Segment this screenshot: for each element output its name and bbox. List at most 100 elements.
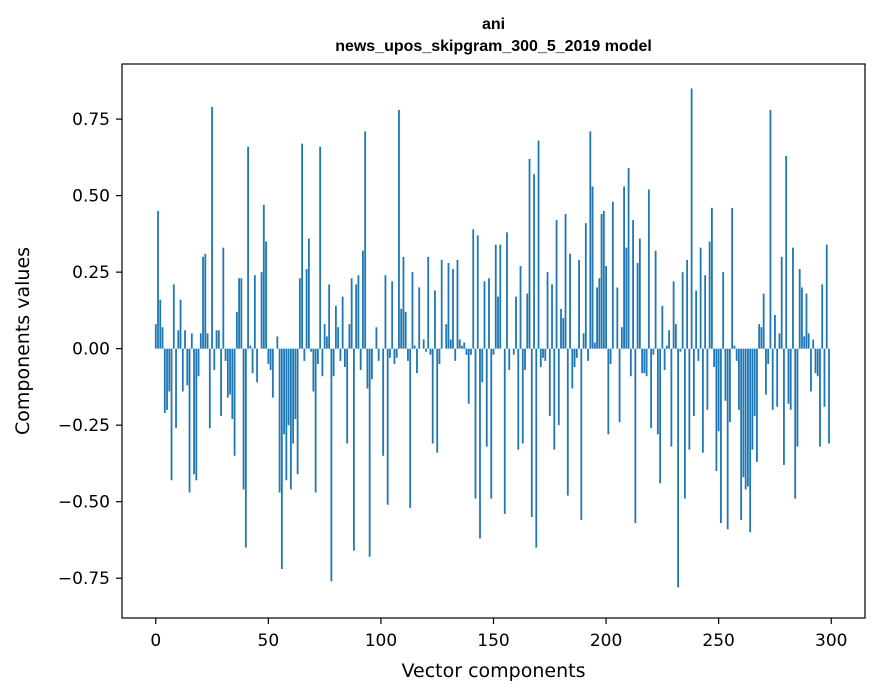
bar-237 — [688, 348, 691, 450]
x-tick-label-2: 100 — [365, 631, 397, 651]
bar-272 — [767, 348, 770, 364]
x-tick-label-3: 150 — [477, 631, 509, 651]
bar-228 — [668, 330, 671, 349]
bar-192 — [587, 348, 589, 361]
bar-110 — [402, 256, 405, 349]
bar-277 — [778, 333, 781, 349]
bar-249 — [715, 348, 718, 472]
bar-189 — [580, 348, 583, 521]
bar-168 — [533, 174, 535, 349]
bar-89 — [355, 284, 358, 349]
y-tick-label-5: 0.50 — [72, 187, 110, 207]
bar-52 — [271, 348, 274, 398]
bar-242 — [699, 247, 702, 349]
bar-21 — [202, 256, 204, 349]
bar-55 — [278, 348, 281, 493]
bar-92 — [362, 250, 364, 349]
bar-171 — [539, 348, 542, 368]
bar-68 — [307, 238, 310, 349]
chart-title-line1: ani — [482, 16, 505, 33]
bar-201 — [607, 348, 610, 435]
bar-217 — [643, 348, 646, 374]
y-tick-label-2: −0.25 — [58, 416, 110, 436]
bar-203 — [611, 201, 614, 349]
bar-69 — [310, 348, 313, 352]
bar-32 — [226, 348, 229, 398]
bar-95 — [368, 348, 371, 557]
bar-0 — [154, 324, 157, 349]
bar-180 — [560, 308, 562, 349]
bar-24 — [208, 348, 211, 429]
bar-9 — [175, 348, 177, 429]
bar-197 — [598, 278, 601, 349]
bar-29 — [220, 348, 222, 416]
bar-205 — [616, 287, 619, 349]
bar-254 — [726, 348, 729, 530]
bar-72 — [316, 348, 319, 364]
bar-45 — [256, 348, 258, 383]
bar-212 — [632, 220, 634, 349]
bar-263 — [747, 348, 749, 487]
bar-194 — [591, 186, 594, 349]
bar-11 — [179, 299, 182, 349]
bar-264 — [749, 348, 752, 533]
bar-18 — [195, 348, 198, 481]
bar-30 — [222, 247, 225, 349]
bar-37 — [238, 278, 240, 349]
bar-75 — [323, 324, 326, 349]
bar-129 — [445, 324, 448, 349]
x-tick-label-4: 200 — [590, 631, 622, 651]
bar-200 — [605, 266, 607, 349]
bar-287 — [801, 287, 803, 349]
bar-57 — [283, 348, 286, 435]
bar-117 — [418, 287, 421, 349]
bar-135 — [458, 339, 461, 349]
chart-title-line2: news_upos_skipgram_300_5_2019 model — [335, 38, 652, 55]
bar-113 — [409, 348, 412, 508]
bar-214 — [636, 262, 639, 349]
bar-248 — [713, 348, 716, 368]
bar-148 — [488, 278, 490, 349]
bar-151 — [494, 244, 497, 349]
bar-275 — [774, 314, 776, 349]
bar-102 — [384, 275, 387, 349]
bar-260 — [740, 348, 743, 521]
bar-227 — [665, 345, 668, 349]
bar-265 — [751, 348, 754, 450]
bar-255 — [729, 348, 731, 423]
bar-112 — [407, 348, 409, 361]
bar-93 — [364, 131, 367, 349]
bar-172 — [542, 348, 544, 358]
bar-174 — [546, 272, 549, 349]
bar-164 — [524, 348, 526, 371]
bar-153 — [499, 244, 502, 349]
bar-144 — [479, 348, 481, 539]
y-tick-label-4: 0.25 — [72, 263, 110, 283]
bar-10 — [177, 330, 180, 349]
bar-109 — [400, 308, 403, 349]
bar-279 — [783, 348, 785, 465]
bar-157 — [508, 348, 511, 371]
bar-116 — [416, 348, 418, 374]
bar-291 — [810, 348, 812, 392]
bar-278 — [780, 256, 783, 349]
bar-296 — [821, 284, 824, 349]
bar-74 — [321, 348, 324, 377]
bar-251 — [720, 348, 722, 524]
bar-60 — [289, 348, 292, 490]
bar-127 — [440, 259, 443, 349]
x-tick-label-0: 0 — [150, 631, 161, 651]
bar-101 — [382, 348, 385, 456]
bar-195 — [593, 342, 596, 349]
bar-179 — [557, 348, 560, 426]
bar-290 — [807, 333, 810, 349]
bar-223 — [656, 348, 659, 435]
bar-76 — [325, 336, 328, 349]
bar-224 — [659, 348, 662, 484]
bar-54 — [276, 336, 279, 349]
bar-73 — [319, 146, 322, 349]
bar-87 — [350, 278, 353, 349]
bar-1 — [157, 210, 159, 349]
bar-83 — [341, 296, 344, 349]
bar-233 — [679, 348, 682, 352]
